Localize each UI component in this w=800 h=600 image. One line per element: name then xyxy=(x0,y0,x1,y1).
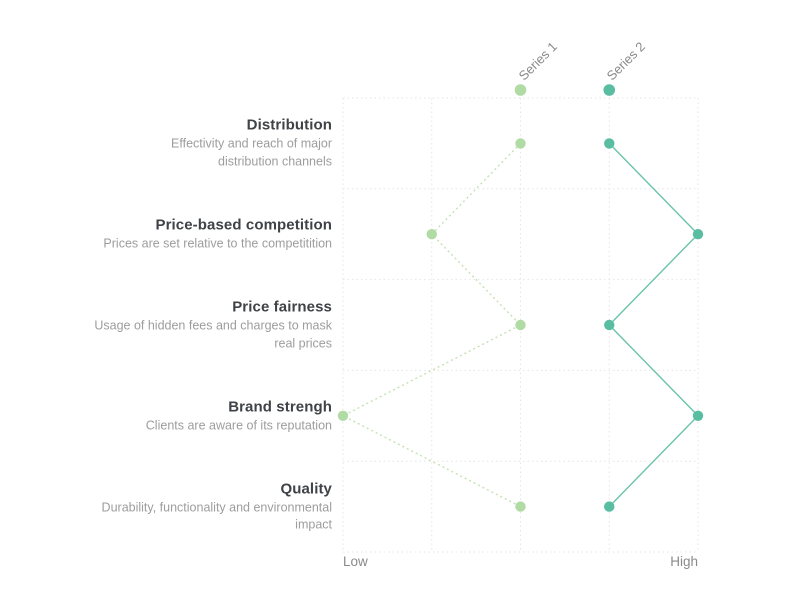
data-point[interactable] xyxy=(515,501,526,512)
data-point[interactable] xyxy=(604,319,615,331)
category-title: Price fairness xyxy=(232,298,332,316)
category-description: Prices are set relative to the competiti… xyxy=(103,236,332,251)
category-title: Quality xyxy=(280,480,332,498)
category-label: Price fairness Usage of hidden fees and c… xyxy=(52,298,332,353)
category-description: Effectivity and reach of major distribut… xyxy=(171,136,332,169)
x-axis-label-low: Low xyxy=(343,554,368,569)
category-label: Brand strengh Clients are aware of its re… xyxy=(52,397,332,435)
data-point[interactable] xyxy=(604,138,615,149)
category-title: Price-based competition xyxy=(155,216,332,234)
category-description: Usage of hidden fees and charges to mask… xyxy=(94,318,332,351)
data-point[interactable] xyxy=(337,410,349,421)
category-description: Durability, functionality and environmen… xyxy=(101,500,332,532)
x-axis-label-high: High xyxy=(670,554,698,569)
category-title: Brand strengh xyxy=(228,398,332,416)
series-line xyxy=(608,142,699,508)
category-label: Price-based competition Prices are set re… xyxy=(52,215,332,253)
data-point[interactable] xyxy=(515,138,526,149)
category-label: Distribution Effectivity and reach of maj… xyxy=(52,116,332,171)
series-2 xyxy=(604,138,704,512)
data-point[interactable] xyxy=(692,410,704,421)
data-point[interactable] xyxy=(692,229,704,240)
data-point[interactable] xyxy=(426,229,437,240)
data-point[interactable] xyxy=(515,319,526,331)
legend-dot[interactable] xyxy=(603,84,616,96)
series-1 xyxy=(337,138,526,512)
data-point[interactable] xyxy=(604,501,615,512)
gridlines xyxy=(342,97,699,553)
legend-dot[interactable] xyxy=(514,84,527,96)
category-description: Clients are aware of its reputation xyxy=(145,418,332,433)
category-label: Quality Durability, functionality and env… xyxy=(52,479,332,534)
category-title: Distribution xyxy=(246,116,332,134)
